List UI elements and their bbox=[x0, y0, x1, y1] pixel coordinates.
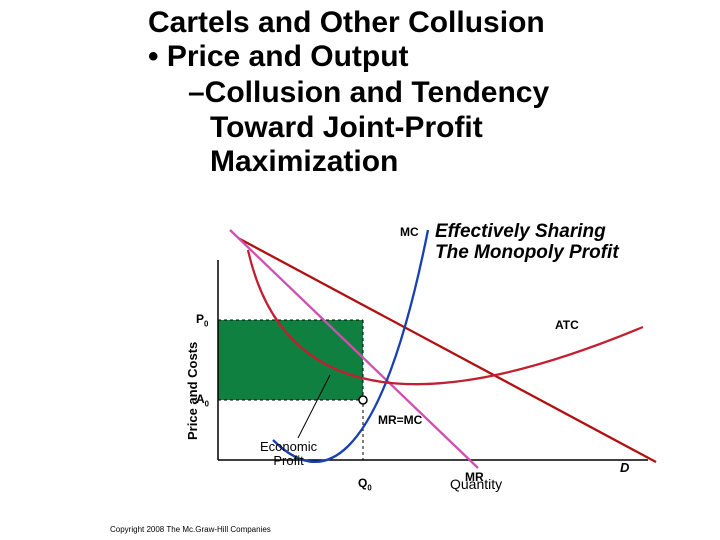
label-atc: ATC bbox=[555, 318, 579, 332]
bullet-collusion-l2: Toward Joint-Profit bbox=[210, 111, 549, 146]
econ-profit-l2: Profit bbox=[260, 454, 317, 468]
y-axis-label: Price and Costs bbox=[185, 342, 200, 440]
label-p0: P0 bbox=[196, 312, 208, 328]
label-mc: MC bbox=[400, 225, 419, 239]
econ-chart bbox=[178, 230, 678, 490]
econ-profit-l1: Economic bbox=[260, 440, 317, 454]
slide-title: Cartels and Other Collusion bbox=[148, 6, 545, 40]
bullet-price-output: • Price and Output bbox=[148, 40, 409, 74]
bullet-collusion: –Collusion and Tendency Toward Joint-Pro… bbox=[188, 76, 549, 180]
label-mr: MR bbox=[465, 470, 484, 484]
label-mrmc: MR=MC bbox=[378, 413, 422, 427]
label-d: D bbox=[620, 460, 629, 475]
profit-rect bbox=[218, 320, 363, 400]
label-a0: A0 bbox=[196, 392, 209, 408]
bullet-collusion-l3: Maximization bbox=[210, 145, 549, 180]
mrmc-point bbox=[359, 396, 367, 404]
copyright-text: Copyright 2008 The Mc.Graw-Hill Companie… bbox=[110, 525, 271, 534]
label-q0: Q0 bbox=[358, 476, 372, 492]
bullet-collusion-l1: –Collusion and Tendency bbox=[188, 76, 549, 111]
label-economic-profit: Economic Profit bbox=[260, 440, 317, 467]
